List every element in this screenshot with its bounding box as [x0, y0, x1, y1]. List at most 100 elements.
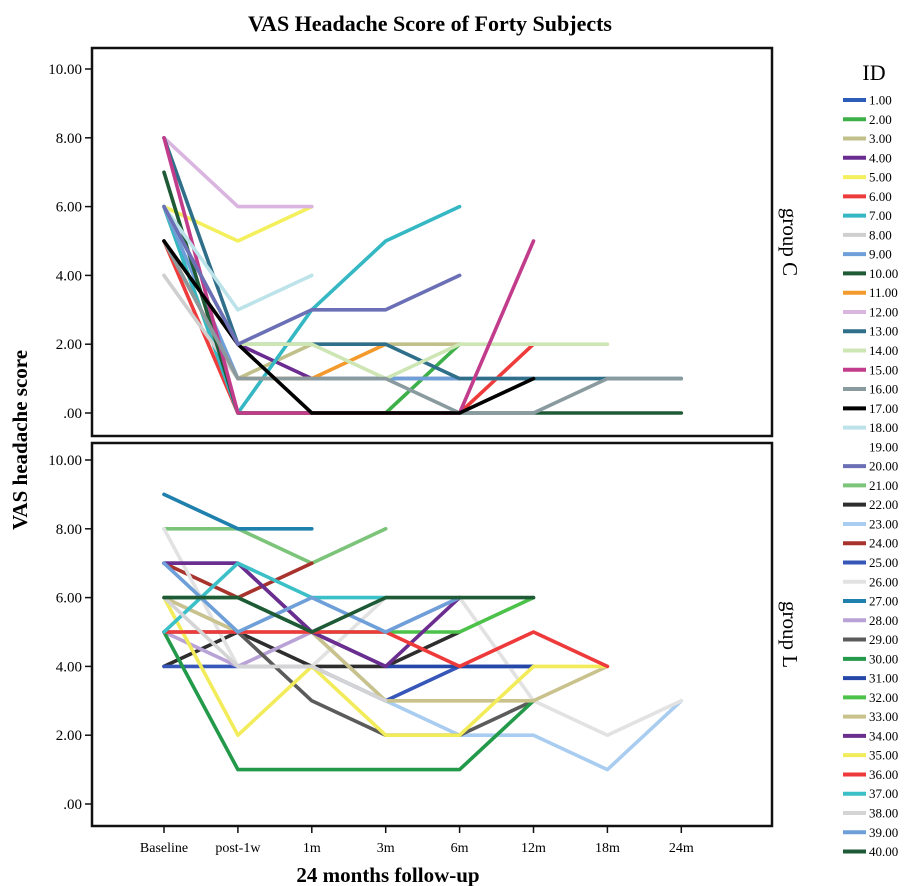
legend-label: 13.00: [869, 324, 898, 339]
legend-item: 7.00: [843, 208, 892, 223]
series-line-12.00: [162, 136, 314, 209]
legend-item: 34.00: [843, 728, 898, 743]
legend-title: ID: [862, 60, 885, 85]
x-tick-label: 24m: [669, 841, 694, 856]
legend-item: 23.00: [843, 516, 898, 531]
legend-label: 17.00: [869, 401, 898, 416]
legend-item: 16.00: [843, 382, 898, 397]
legend-label: 32.00: [869, 690, 898, 705]
legend-item: 37.00: [843, 786, 898, 801]
legend-item: 18.00: [843, 420, 898, 435]
legend-label: 14.00: [869, 343, 898, 358]
legend-item: 14.00: [843, 343, 898, 358]
legend-item: 8.00: [843, 227, 892, 242]
panel-group-l: .00 2.00 4.00 6.00 8.00 10.00 group L: [48, 441, 802, 833]
legend-item: 5.00: [843, 170, 892, 185]
legend-item: 26.00: [843, 574, 898, 589]
legend-item: 6.00: [843, 189, 892, 204]
series-line-35.00: [162, 595, 610, 738]
legend-item: 29.00: [843, 632, 898, 647]
legend-label: 39.00: [869, 825, 898, 840]
legend-item: 38.00: [843, 805, 898, 820]
series-line-18.00: [162, 204, 314, 312]
legend-label: 27.00: [869, 594, 898, 609]
y-tick-label: 10.00: [48, 62, 82, 78]
legend-label: 20.00: [869, 459, 898, 474]
legend-item: 25.00: [843, 555, 898, 570]
y-tick-label: 8.00: [56, 131, 82, 147]
legend-label: 37.00: [869, 786, 898, 801]
y-tick-label: 2.00: [56, 728, 82, 744]
legend-label: 28.00: [869, 613, 898, 628]
series-line-14.00: [162, 204, 610, 381]
panel-frame: [90, 46, 774, 438]
y-tick-label: 6.00: [56, 200, 82, 216]
legend-label: 10.00: [869, 266, 898, 281]
legend-label: 12.00: [869, 304, 898, 319]
legend-label: 22.00: [869, 497, 898, 512]
x-tick-labels: Baseline post-1w 1m 3m 6m 12m 18m 24m: [140, 841, 694, 856]
panel-label: group C: [778, 208, 802, 276]
legend-item: 30.00: [843, 651, 898, 666]
series-group: [162, 492, 684, 772]
y-tick-label: 8.00: [56, 522, 82, 538]
legend-label: 3.00: [869, 131, 892, 146]
legend-label: 38.00: [869, 805, 898, 820]
legend-item: 27.00: [843, 594, 898, 609]
y-tick-label: 10.00: [48, 453, 82, 469]
legend-item: 36.00: [843, 767, 898, 782]
legend-label: 34.00: [869, 728, 898, 743]
legend-item: 11.00: [843, 285, 898, 300]
x-tick-label: post-1w: [215, 841, 261, 856]
legend-label: 5.00: [869, 170, 892, 185]
legend-item: 21.00: [843, 478, 898, 493]
legend-item: 19.00: [869, 439, 898, 454]
legend-item: 17.00: [843, 401, 898, 416]
series-line-39.00: [162, 561, 462, 634]
legend-label: 6.00: [869, 189, 892, 204]
legend-label: 36.00: [869, 767, 898, 782]
legend-label: 24.00: [869, 536, 898, 551]
legend-item: 13.00: [843, 324, 898, 339]
legend-label: 4.00: [869, 150, 892, 165]
series-line-16.00: [162, 239, 684, 415]
legend-item: 2.00: [843, 112, 892, 127]
legend-item: 4.00: [843, 150, 892, 165]
legend-label: 30.00: [869, 651, 898, 666]
legend-item: 15.00: [843, 362, 898, 377]
legend-label: 16.00: [869, 382, 898, 397]
series-line-40.00: [162, 595, 536, 634]
panel-label: group L: [778, 601, 802, 668]
series-line-38.00: [162, 595, 388, 703]
panel-frame: [90, 441, 774, 828]
legend-item: 9.00: [843, 247, 892, 262]
legend-label: 26.00: [869, 574, 898, 589]
x-tick-label: 12m: [521, 841, 546, 856]
series-line-6.00: [162, 239, 536, 415]
legend-item: 40.00: [843, 844, 898, 859]
legend-label: 18.00: [869, 420, 898, 435]
y-tick-label: 4.00: [56, 268, 82, 284]
legend-label: 31.00: [869, 671, 898, 686]
y-tick-label: .00: [63, 406, 82, 422]
legend-label: 15.00: [869, 362, 898, 377]
legend-label: 25.00: [869, 555, 898, 570]
panels-group: .00 2.00 4.00 6.00 8.00 10.00 group C .00 2.00 4.…: [48, 46, 802, 833]
legend-label: 21.00: [869, 478, 898, 493]
legend-label: 23.00: [869, 516, 898, 531]
x-tick-label: Baseline: [140, 841, 188, 856]
y-axis-label: VAS headache score: [8, 350, 32, 530]
x-axis-label: 24 months follow-up: [296, 863, 479, 886]
legend-label: 11.00: [869, 285, 898, 300]
legend-label: 9.00: [869, 247, 892, 262]
legend-label: 19.00: [869, 439, 898, 454]
legend-label: 29.00: [869, 632, 898, 647]
legend-item: 1.00: [843, 93, 892, 108]
legend-label: 8.00: [869, 227, 892, 242]
legend-item: 28.00: [843, 613, 898, 628]
y-tick-label: 2.00: [56, 337, 82, 353]
y-tick-label: .00: [63, 797, 82, 813]
series-line-21.00: [162, 526, 388, 566]
series-line-17.00: [162, 239, 536, 415]
